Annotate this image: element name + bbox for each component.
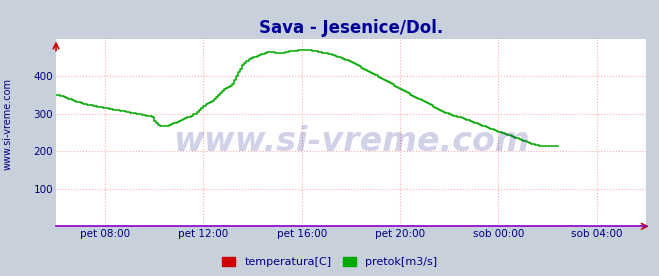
Legend: temperatura[C], pretok[m3/s]: temperatura[C], pretok[m3/s] (219, 254, 440, 270)
Text: www.si-vreme.com: www.si-vreme.com (3, 78, 13, 170)
Title: Sava - Jesenice/Dol.: Sava - Jesenice/Dol. (259, 19, 443, 37)
Text: www.si-vreme.com: www.si-vreme.com (173, 125, 529, 158)
